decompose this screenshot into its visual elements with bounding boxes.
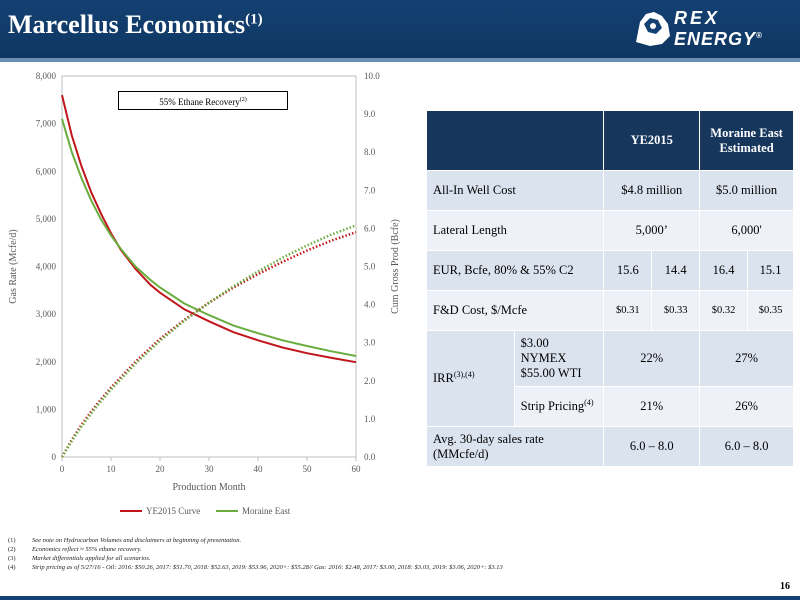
y-right-tick-label: 2.0 — [364, 376, 376, 386]
y-right-tick-label: 0.0 — [364, 452, 376, 462]
row-label: Avg. 30-day sales rate (MMcfe/d) — [425, 426, 605, 467]
y-right-tick-label: 1.0 — [364, 414, 376, 424]
row-sublabel: $3.00 NYMEX $55.00 WTI — [513, 330, 605, 387]
y-right-tick-label: 4.0 — [364, 300, 376, 310]
cell: 21% — [603, 386, 701, 427]
cell: $0.35 — [747, 290, 794, 331]
table-row: F&D Cost, $/Mcfe $0.31 $0.33 $0.32 $0.35 — [425, 290, 794, 331]
cell: 6.0 – 8.0 — [699, 426, 794, 467]
economics-table: YE2015 Moraine East Estimated All-In Wel… — [425, 110, 794, 467]
footnote: (1) See note on Hydrocarbon Volumes and d… — [8, 537, 242, 544]
y-right-tick-label: 7.0 — [364, 185, 376, 195]
y-right-tick-label: 3.0 — [364, 338, 376, 348]
y-right-axis-label: Cum Gross Prod (Bcfe) — [390, 219, 401, 314]
cell: $0.32 — [699, 290, 749, 331]
x-tick-label: 10 — [107, 464, 117, 474]
footnote: (4) Strip pricing as of 5/27/16 - Oil: 20… — [8, 564, 503, 571]
cell: 27% — [699, 330, 794, 387]
lion-emblem-icon — [636, 12, 670, 46]
cell: $0.31 — [603, 290, 653, 331]
row-label: All-In Well Cost — [425, 170, 605, 211]
y-left-tick-label: 1,000 — [36, 404, 57, 414]
y-left-tick-label: 2,000 — [36, 357, 57, 367]
bottom-band — [0, 596, 800, 600]
y-left-axis-label: Gas Rate (Mcfe/d) — [8, 229, 19, 303]
cell: 6.0 – 8.0 — [603, 426, 701, 467]
header-ye2015: YE2015 — [603, 110, 701, 171]
table-row: Lateral Length 5,000’ 6,000' — [425, 210, 794, 251]
table-row: Strip Pricing(4) 21% 26% — [427, 386, 794, 427]
y-left-tick-label: 4,000 — [36, 262, 57, 272]
table-row: All-In Well Cost $4.8 million $5.0 milli… — [425, 170, 794, 211]
y-left-tick-label: 0 — [52, 452, 57, 462]
page-title: Marcellus Economics(1) — [8, 10, 263, 39]
row-label: F&D Cost, $/Mcfe — [425, 290, 605, 331]
table-corner — [425, 110, 605, 171]
logo-wordmark: REX ENERGY® — [674, 8, 763, 49]
table-row: EUR, Bcfe, 80% & 55% C2 15.6 14.4 16.4 1… — [425, 250, 794, 291]
y-left-tick-label: 3,000 — [36, 309, 57, 319]
y-left-tick-label: 8,000 — [36, 71, 57, 81]
cell: $4.8 million — [603, 170, 701, 211]
x-tick-label: 30 — [205, 464, 215, 474]
y-right-tick-label: 6.0 — [364, 223, 376, 233]
company-logo: REX ENERGY® — [632, 8, 792, 54]
row-label: EUR, Bcfe, 80% & 55% C2 — [425, 250, 605, 291]
x-tick-label: 40 — [254, 464, 264, 474]
cell: $5.0 million — [699, 170, 794, 211]
plot-area — [61, 75, 357, 458]
header-moraine-east: Moraine East Estimated — [699, 110, 794, 171]
chart-canvas: 0 10 20 30 40 50 60 0 1,000 2,000 3,000 4,000 5,000 6… — [8, 71, 401, 516]
row-sublabel: Strip Pricing(4) — [513, 386, 605, 427]
cell: 26% — [699, 386, 794, 427]
y-right-tick-label: 9.0 — [364, 109, 376, 119]
ethane-recovery-annotation: 55% Ethane Recovery(2) — [118, 91, 288, 110]
y-right-tick-label: 8.0 — [364, 147, 376, 157]
cell: 22% — [603, 330, 701, 387]
cell: 16.4 — [699, 250, 749, 291]
table-row: Avg. 30-day sales rate (MMcfe/d) 6.0 – 8… — [425, 426, 794, 467]
y-right-tick-label: 10.0 — [364, 71, 380, 81]
footnote: (3) Market differentials applied for all … — [8, 555, 151, 562]
cell: $0.33 — [651, 290, 701, 331]
cell: 5,000’ — [603, 210, 701, 251]
series-line-ye2015-cum — [60, 231, 357, 458]
footnotes: (1) See note on Hydrocarbon Volumes and d… — [8, 536, 503, 572]
footnote: (2) Economics reflect ≈ 55% ethane recove… — [8, 546, 142, 553]
x-tick-label: 20 — [156, 464, 166, 474]
row-label: IRR(3),(4) — [426, 330, 515, 427]
legend-label: YE2015 Curve — [146, 506, 200, 516]
page-number: 16 — [780, 581, 790, 592]
x-tick-label: 50 — [303, 464, 313, 474]
cell: 14.4 — [651, 250, 701, 291]
y-left-tick-label: 5,000 — [36, 214, 57, 224]
y-left-tick-label: 6,000 — [36, 166, 57, 176]
x-tick-label: 0 — [60, 464, 65, 474]
y-right-tick-label: 5.0 — [364, 262, 376, 272]
cell: 15.6 — [603, 250, 653, 291]
series-line-moraine-east — [61, 118, 357, 357]
series-line-moraine-east-cum — [60, 224, 357, 458]
title-bar: Marcellus Economics(1) REX ENERGY® — [0, 0, 800, 62]
series-line-ye2015-curve — [61, 94, 357, 364]
legend-label: Moraine East — [242, 506, 291, 516]
cell: 6,000' — [699, 210, 794, 251]
y-left-tick-label: 7,000 — [36, 119, 57, 129]
table-row: IRR(3),(4) $3.00 NYMEX $55.00 WTI 22% 27… — [426, 330, 794, 427]
x-tick-label: 60 — [352, 464, 362, 474]
production-chart: 0 10 20 30 40 50 60 0 1,000 2,000 3,000 4,000 5,000 6… — [0, 66, 415, 530]
x-axis-label: Production Month — [172, 482, 245, 493]
row-label: Lateral Length — [425, 210, 605, 251]
cell: 15.1 — [747, 250, 794, 291]
